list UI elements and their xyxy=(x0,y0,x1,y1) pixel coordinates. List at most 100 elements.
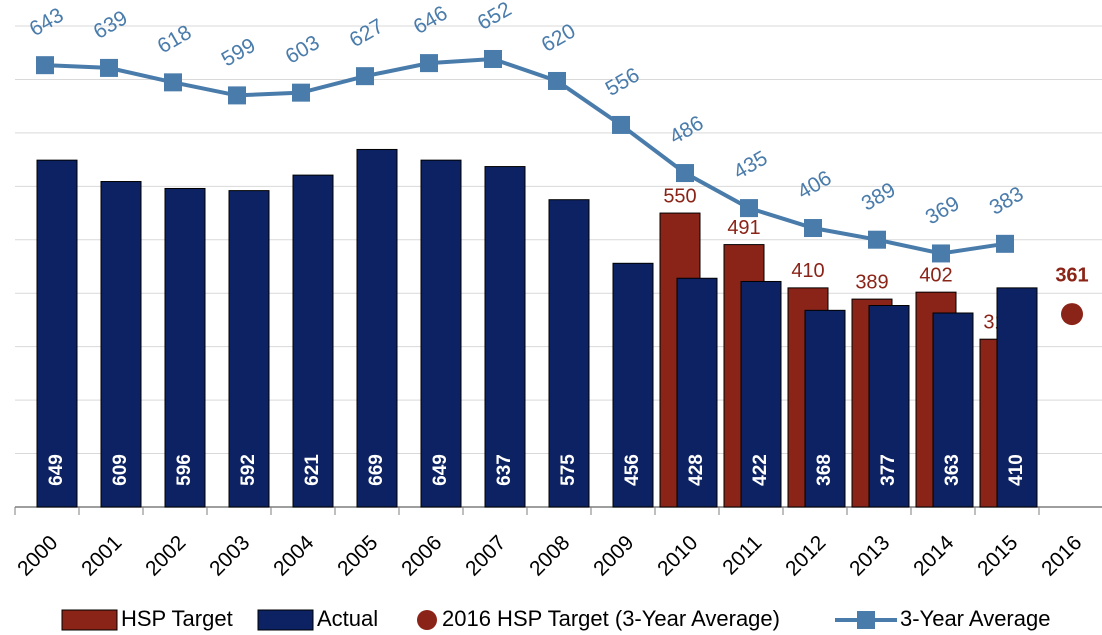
bar-label: 422 xyxy=(750,454,771,486)
x-tick-label: 2005 xyxy=(333,531,382,580)
x-tick-label: 2002 xyxy=(141,531,190,580)
legend-swatch xyxy=(857,611,875,629)
line-marker xyxy=(996,234,1014,253)
x-tick-label: 2008 xyxy=(525,531,574,580)
x-tick-label: 2016 xyxy=(1037,531,1086,580)
line xyxy=(44,56,1006,256)
bar-label: 649 xyxy=(46,454,67,486)
line-marker xyxy=(932,244,950,263)
bar-label: 621 xyxy=(302,454,323,486)
legend-swatch xyxy=(257,609,314,631)
x-tick-label: 2014 xyxy=(909,531,959,581)
bar xyxy=(356,148,398,508)
bar-label: 410 xyxy=(1006,454,1027,486)
bar-label: 363 xyxy=(942,454,963,486)
bar xyxy=(36,159,78,508)
line-label: 643 xyxy=(26,4,68,41)
bar xyxy=(676,277,718,508)
bar xyxy=(612,262,654,508)
bar xyxy=(228,190,270,508)
bar-label: 592 xyxy=(238,454,259,486)
line-marker xyxy=(420,54,438,73)
bar xyxy=(740,280,782,508)
bar-label: 389 xyxy=(855,271,888,293)
bar-label: 609 xyxy=(110,454,131,486)
x-tick-label: 2015 xyxy=(973,531,1022,580)
dot-label: 361 xyxy=(1055,264,1088,286)
x-tick-label: 2001 xyxy=(77,531,126,580)
line-label: 639 xyxy=(90,6,132,43)
line-marker xyxy=(484,49,502,68)
x-tick-label: 2010 xyxy=(653,531,702,580)
legend-swatch xyxy=(417,610,437,630)
bar xyxy=(868,305,910,508)
x-tick-label: 2004 xyxy=(269,531,319,581)
bar-label: 669 xyxy=(366,454,387,486)
line-label: 627 xyxy=(346,15,388,52)
legend-swatch xyxy=(61,609,118,631)
bar xyxy=(804,309,846,508)
x-tick-label: 2013 xyxy=(845,531,894,580)
line-marker xyxy=(548,71,566,90)
line-marker xyxy=(868,230,886,249)
line-label: 599 xyxy=(218,34,260,71)
line-label: 435 xyxy=(730,147,772,184)
line-marker xyxy=(612,115,630,134)
line-label: 383 xyxy=(986,182,1028,219)
bar xyxy=(420,159,462,508)
x-tick-label: 2006 xyxy=(397,531,446,580)
bar-label: 550 xyxy=(663,185,696,207)
bar-label: 649 xyxy=(430,454,451,486)
line-marker xyxy=(164,73,182,92)
bar-label: 428 xyxy=(686,454,707,486)
bar-label: 377 xyxy=(878,454,899,486)
line-label: 406 xyxy=(794,166,836,203)
bar-label: 637 xyxy=(494,454,515,486)
bar xyxy=(996,287,1038,508)
legend-label: HSP Target xyxy=(121,606,233,631)
line-label: 646 xyxy=(410,2,452,39)
bar xyxy=(100,181,142,508)
line-label: 389 xyxy=(858,178,900,215)
legend-label: 3-Year Average xyxy=(900,606,1050,631)
line-label: 486 xyxy=(666,112,708,149)
bar-label: 596 xyxy=(174,454,195,486)
bar xyxy=(548,199,590,508)
x-tick-label: 2012 xyxy=(781,531,830,580)
legend-item: 2016 HSP Target (3-Year Average) xyxy=(417,606,780,631)
line-label: 620 xyxy=(538,19,580,56)
line-marker xyxy=(356,67,374,86)
bar xyxy=(292,174,334,508)
line-label: 652 xyxy=(474,0,516,35)
bar-label: 491 xyxy=(727,217,760,239)
bar-label: 368 xyxy=(814,454,835,486)
x-tick-label: 2009 xyxy=(589,531,638,580)
legend-label: 2016 HSP Target (3-Year Average) xyxy=(442,606,780,631)
x-tick-label: 2000 xyxy=(13,531,62,580)
x-tick-label: 2011 xyxy=(718,531,766,579)
line-label: 556 xyxy=(602,63,644,100)
line-marker xyxy=(292,83,310,102)
line-label: 369 xyxy=(922,192,964,229)
bar xyxy=(484,166,526,508)
bar-label: 410 xyxy=(791,260,824,282)
bar-label: 402 xyxy=(919,264,952,286)
bar-label: 456 xyxy=(622,454,643,486)
bar-label: 575 xyxy=(558,454,579,486)
line-marker xyxy=(676,164,694,183)
line-marker xyxy=(36,56,54,75)
line-label: 603 xyxy=(282,31,324,68)
x-tick-label: 2003 xyxy=(205,531,254,580)
target-dot xyxy=(1061,303,1083,326)
x-tick-label: 2007 xyxy=(461,531,510,580)
line-marker xyxy=(228,86,246,105)
bar xyxy=(932,312,974,508)
legend-item: 3-Year Average xyxy=(835,606,1050,631)
legend-label: Actual xyxy=(317,606,378,631)
legend-item: HSP Target xyxy=(61,606,233,631)
legend-item: Actual xyxy=(257,606,378,631)
line-marker xyxy=(740,199,758,218)
line-marker xyxy=(100,58,118,77)
bar xyxy=(164,187,206,508)
